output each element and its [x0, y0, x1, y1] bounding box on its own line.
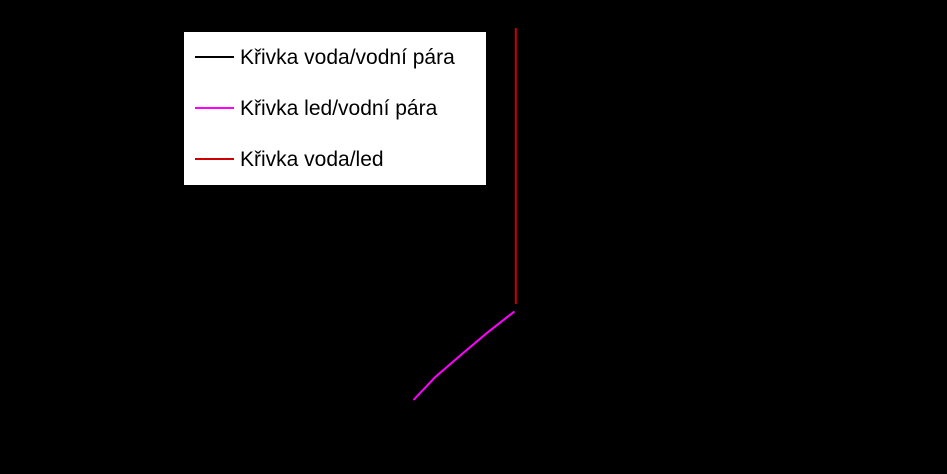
series-layer — [412, 28, 517, 401]
legend-label-ice-vapor: Křivka led/vodní pára — [240, 97, 438, 120]
legend-box — [184, 32, 486, 185]
legend: Křivka voda/vodní pára Křivka led/vodní … — [184, 32, 486, 185]
legend-label-water-ice: Křivka voda/led — [240, 148, 384, 171]
legend-label-water-vapor: Křivka voda/vodní pára — [240, 46, 455, 69]
axis-ticks — [116, 29, 887, 400]
series-line-1 — [412, 310, 516, 401]
